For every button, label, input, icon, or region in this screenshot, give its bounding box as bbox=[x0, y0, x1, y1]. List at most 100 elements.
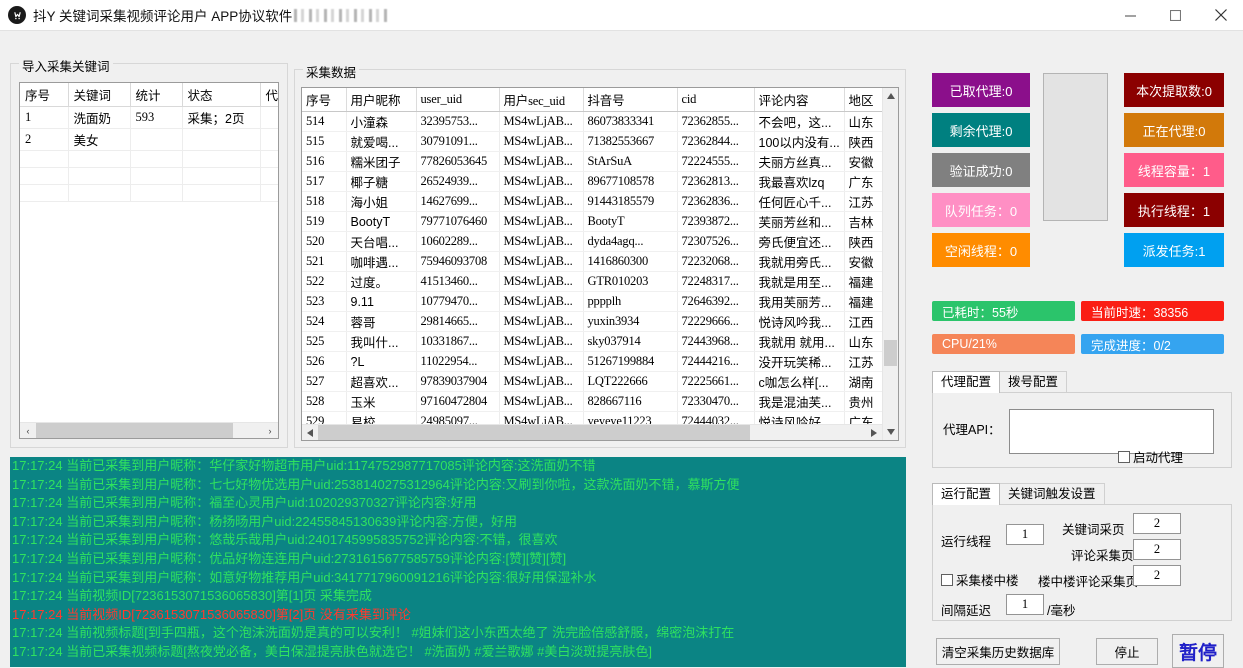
log-console[interactable]: 17:17:24 当前已采集到用户昵称：华仔家好物超市用户uid:1174752… bbox=[10, 457, 906, 667]
checkbox-box[interactable] bbox=[1118, 450, 1130, 463]
status-button-left-3[interactable]: 验证成功:0 bbox=[932, 153, 1030, 187]
keyword-col-keyword[interactable]: 关键词 bbox=[68, 83, 131, 107]
status-button-left-2[interactable]: 剩余代理:0 bbox=[932, 113, 1030, 147]
scroll-thumb[interactable] bbox=[36, 423, 233, 438]
log-line: 17:17:24 当前已采集到用户昵称：杨扬旸用户uid:22455845130… bbox=[12, 513, 518, 529]
delay-input[interactable]: 1 bbox=[1006, 594, 1044, 615]
data-table-wrapper[interactable]: 序号 用户昵称 user_uid 用户sec_uid 抖音号 cid 评论内容 地区 514 小… bbox=[301, 87, 899, 441]
data-cell-douyin: sky037914 bbox=[583, 331, 678, 352]
table-row[interactable]: 526 ?L 11022954... MS4wLjAB... 51267199884 72… bbox=[302, 351, 888, 372]
table-row[interactable] bbox=[20, 167, 278, 185]
tab-keyword-trigger-config[interactable]: 关键词触发设置 bbox=[999, 483, 1105, 505]
table-row[interactable] bbox=[20, 150, 278, 168]
table-row[interactable]: 517 椰子糖 26524939... MS4wLjAB... 89677108578 7… bbox=[302, 171, 888, 192]
table-row[interactable]: 523 9.11 10779470... MS4wLjAB... pppplh 72646… bbox=[302, 291, 888, 312]
checkbox-box[interactable] bbox=[941, 573, 953, 586]
proxy-api-input[interactable] bbox=[1009, 409, 1214, 454]
keyword-page-input[interactable]: 2 bbox=[1133, 513, 1181, 534]
log-line: 17:17:24 当前已采集到用户昵称：华仔家好物超市用户uid:1174752… bbox=[12, 458, 596, 473]
keyword-table-wrapper[interactable]: 序号 关键词 统计 状态 代理 1 洗面奶 593 采集；2页 bbox=[19, 82, 279, 439]
status-button-left-5[interactable]: 空闲线程：0 bbox=[932, 233, 1030, 267]
scroll-right-icon[interactable]: › bbox=[268, 425, 272, 436]
table-row[interactable]: 2 美女 bbox=[20, 128, 278, 151]
scroll-up-icon[interactable] bbox=[883, 88, 898, 104]
keyword-col-count[interactable]: 统计 bbox=[130, 83, 183, 107]
status-button-right-4[interactable]: 执行线程：1 bbox=[1124, 193, 1224, 227]
scroll-thumb[interactable] bbox=[884, 340, 897, 366]
table-row[interactable]: 527 超喜欢... 97839037904 MS4wLjAB... LQT222666… bbox=[302, 371, 888, 392]
scroll-left-icon[interactable]: ‹ bbox=[26, 425, 30, 436]
scroll-thumb[interactable] bbox=[318, 425, 750, 440]
status-button-right-2[interactable]: 正在代理:0 bbox=[1124, 113, 1224, 147]
run-config-panel: 运行配置 关键词触发设置 运行线程 1 关键词采页 2 评论采集页 2 采集楼中… bbox=[932, 483, 1232, 621]
table-row[interactable]: 514 小潼森 32395753... MS4wLjAB... 86073833341 7… bbox=[302, 111, 888, 132]
sub-floor-checkbox[interactable]: 采集楼中楼 bbox=[941, 570, 1019, 589]
comment-page-input[interactable]: 2 bbox=[1133, 539, 1181, 560]
data-col-cid[interactable]: cid bbox=[677, 88, 755, 112]
table-row[interactable]: 518 海小姐 14627699... MS4wLjAB... 91443185579 7… bbox=[302, 191, 888, 212]
close-icon[interactable] bbox=[1198, 0, 1243, 31]
keyword-col-index[interactable]: 序号 bbox=[20, 83, 69, 107]
data-cell-nickname: 蓉哥 bbox=[346, 311, 417, 332]
empty-cell bbox=[68, 150, 131, 168]
keyword-col-proxy[interactable]: 代理 bbox=[260, 83, 278, 107]
enable-proxy-checkbox[interactable]: 启动代理 bbox=[1118, 447, 1183, 466]
data-col-nickname[interactable]: 用户昵称 bbox=[346, 88, 417, 112]
data-cell-index: 519 bbox=[302, 211, 347, 232]
keyword-col-status[interactable]: 状态 bbox=[182, 83, 261, 107]
data-table-vscrollbar[interactable] bbox=[882, 88, 898, 440]
empty-cell bbox=[260, 150, 278, 168]
table-row[interactable]: 1 洗面奶 593 采集；2页 bbox=[20, 106, 278, 129]
tab-run-config[interactable]: 运行配置 bbox=[932, 483, 1001, 505]
keyword-table-hscrollbar[interactable]: ‹ › bbox=[20, 422, 278, 438]
status-button-right-3[interactable]: 线程容量：1 bbox=[1124, 153, 1224, 187]
tab-proxy-config[interactable]: 代理配置 bbox=[932, 371, 1001, 393]
status-button-right-5[interactable]: 派发任务:1 bbox=[1124, 233, 1224, 267]
tab-dialup-config[interactable]: 拨号配置 bbox=[999, 371, 1068, 393]
proxy-list-box[interactable] bbox=[1043, 73, 1108, 221]
data-table-hscrollbar[interactable] bbox=[302, 424, 882, 440]
status-button-left-4[interactable]: 队列任务：0 bbox=[932, 193, 1030, 227]
maximize-icon[interactable] bbox=[1153, 0, 1198, 31]
empty-cell bbox=[20, 150, 69, 168]
data-col-region[interactable]: 地区 bbox=[844, 88, 888, 112]
table-row[interactable]: 524 蓉哥 29814665... MS4wLjAB... yuxin3934 7222… bbox=[302, 311, 888, 332]
data-cell-index: 518 bbox=[302, 191, 347, 212]
data-cell-comment: 我用芙丽芳... bbox=[754, 291, 845, 312]
data-col-user_uid[interactable]: user_uid bbox=[416, 88, 500, 112]
sub-floor-page-input[interactable]: 2 bbox=[1133, 565, 1181, 586]
data-col-sec_uid[interactable]: 用户sec_uid bbox=[499, 88, 584, 112]
table-row[interactable]: 519 BootyT 79771076460 MS4wLjAB... BootyT 723… bbox=[302, 211, 888, 232]
table-row[interactable]: 522 过度。 41513460... MS4wLjAB... GTR010203 722… bbox=[302, 271, 888, 292]
data-col-comment[interactable]: 评论内容 bbox=[754, 88, 845, 112]
table-row[interactable]: 528 玉米 97160472804 MS4wLjAB... 828667116 7233… bbox=[302, 391, 888, 412]
data-col-index[interactable]: 序号 bbox=[302, 88, 347, 112]
table-row[interactable]: 521 咖啡遇... 75946093708 MS4wLjAB... 141686030… bbox=[302, 251, 888, 272]
delay-label: 间隔延迟 bbox=[941, 604, 992, 618]
data-cell-douyin: 51267199884 bbox=[583, 351, 678, 372]
stop-button[interactable]: 停止 bbox=[1096, 638, 1158, 665]
minimize-icon[interactable] bbox=[1108, 0, 1153, 31]
run-thread-input[interactable]: 1 bbox=[1006, 524, 1044, 545]
scroll-track[interactable] bbox=[36, 423, 262, 438]
data-cell-douyin: 828667116 bbox=[583, 391, 678, 412]
scroll-down-icon[interactable] bbox=[883, 424, 898, 440]
scroll-track[interactable] bbox=[318, 425, 866, 440]
table-row[interactable]: 525 我叫什... 10331867... MS4wLjAB... sky037914… bbox=[302, 331, 888, 352]
clear-history-button[interactable]: 清空采集历史数据库 bbox=[936, 638, 1060, 665]
data-cell-douyin: 71382553667 bbox=[583, 131, 678, 152]
pause-button[interactable]: 暂停 bbox=[1172, 634, 1224, 668]
log-line: 17:17:24 当前已采集到用户昵称：福至心灵用户uid:1020293703… bbox=[12, 495, 477, 511]
table-row[interactable] bbox=[20, 184, 278, 202]
data-cell-cid: 72646392... bbox=[677, 291, 755, 312]
status-button-right-1[interactable]: 本次提取数:0 bbox=[1124, 73, 1224, 107]
status-button-left-1[interactable]: 已取代理:0 bbox=[932, 73, 1030, 107]
data-cell-user_uid: 10602289... bbox=[416, 231, 500, 252]
table-row[interactable]: 515 就爱喝... 30791091... MS4wLjAB... 713825536… bbox=[302, 131, 888, 152]
scroll-left-icon[interactable] bbox=[302, 425, 318, 440]
data-col-douyin[interactable]: 抖音号 bbox=[583, 88, 678, 112]
table-row[interactable]: 516 糯米团子 77826053645 MS4wLjAB... StArSuA 7222… bbox=[302, 151, 888, 172]
table-row[interactable]: 520 天台唱... 10602289... MS4wLjAB... dyda4agq.… bbox=[302, 231, 888, 252]
scroll-right-icon[interactable] bbox=[866, 425, 882, 440]
data-cell-index: 523 bbox=[302, 291, 347, 312]
